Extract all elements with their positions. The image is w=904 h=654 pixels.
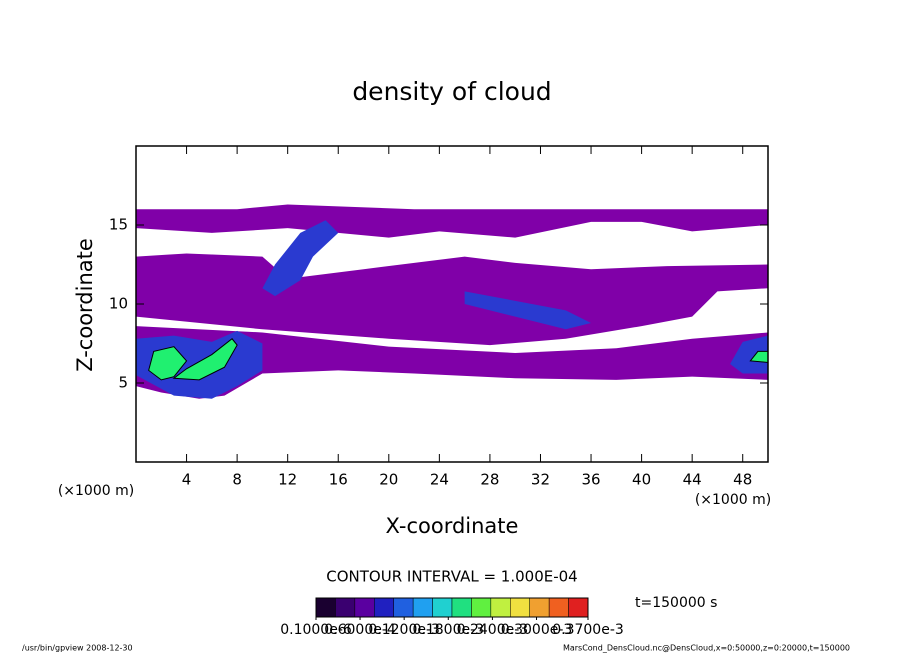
x-tick-label: 44	[683, 471, 702, 489]
x-tick-label: 32	[531, 471, 550, 489]
density-region	[172, 338, 238, 381]
x-unit: (×1000 m)	[695, 492, 771, 508]
colorbar-swatch	[529, 597, 550, 618]
chart-title: density of cloud	[352, 77, 551, 106]
y-axis-label: Z-coordinate	[73, 238, 97, 372]
x-tick-label: 20	[379, 471, 398, 489]
colorbar-label: 0.3700e-3	[552, 622, 624, 638]
colorbar-frame	[315, 597, 589, 618]
x-tick-label: 36	[581, 471, 600, 489]
x-tick-label: 28	[480, 471, 499, 489]
plot-area	[136, 204, 769, 399]
colorbar-swatch	[490, 597, 511, 618]
x-axis-label: X-coordinate	[386, 514, 519, 538]
x-unit: (×1000 m)	[58, 483, 134, 499]
colorbar-swatch	[315, 597, 336, 618]
footer: /usr/bin/gpview 2008-12-30	[22, 644, 133, 653]
density-region	[136, 204, 768, 346]
colorbar-label: 0.3000e-3	[501, 622, 573, 638]
density-region	[148, 346, 188, 381]
time-label: t=150000 s	[635, 595, 717, 611]
colorbar-swatch	[374, 597, 394, 618]
colorbar-label: 0.1000e-6	[280, 622, 352, 638]
x-tick-label: 16	[329, 471, 348, 489]
footer: MarsCond_DensCloud.nc@DensCloud,x=0:5000…	[563, 644, 850, 653]
x-tick-label: 12	[278, 471, 297, 489]
x-tick-label: 48	[733, 471, 752, 489]
x-tick-label: 24	[430, 471, 449, 489]
colorbar-label: 0.1800e-3	[413, 622, 485, 638]
colorbar-swatch	[393, 597, 414, 618]
density-region	[464, 291, 592, 330]
colorbar-label: 0.6000e-4	[324, 622, 396, 638]
x-tick-label: 4	[182, 471, 192, 489]
colorbar-swatch	[568, 597, 589, 618]
y-tick-label: 15	[109, 216, 128, 234]
colorbar-swatch	[471, 597, 492, 618]
y-tick-label: 10	[109, 295, 128, 313]
colorbar-swatch	[412, 597, 433, 618]
colorbar-swatch	[510, 597, 530, 618]
colorbar-swatch	[354, 597, 375, 618]
colorbar-swatch	[548, 597, 569, 618]
colorbar-label: 0.2400e-3	[457, 622, 529, 638]
colorbar-label: 0.1200e-3	[368, 622, 440, 638]
density-region	[730, 335, 768, 374]
contour-interval: CONTOUR INTERVAL = 1.000E-04	[326, 568, 577, 586]
x-tick-label: 40	[632, 471, 651, 489]
y-tick-label: 5	[118, 374, 128, 392]
density-region	[262, 220, 339, 297]
colorbar-swatch	[451, 597, 472, 618]
colorbar-swatch	[432, 597, 453, 618]
x-tick-label: 8	[232, 471, 242, 489]
colorbar-swatch	[335, 597, 356, 618]
density-region	[136, 326, 768, 399]
